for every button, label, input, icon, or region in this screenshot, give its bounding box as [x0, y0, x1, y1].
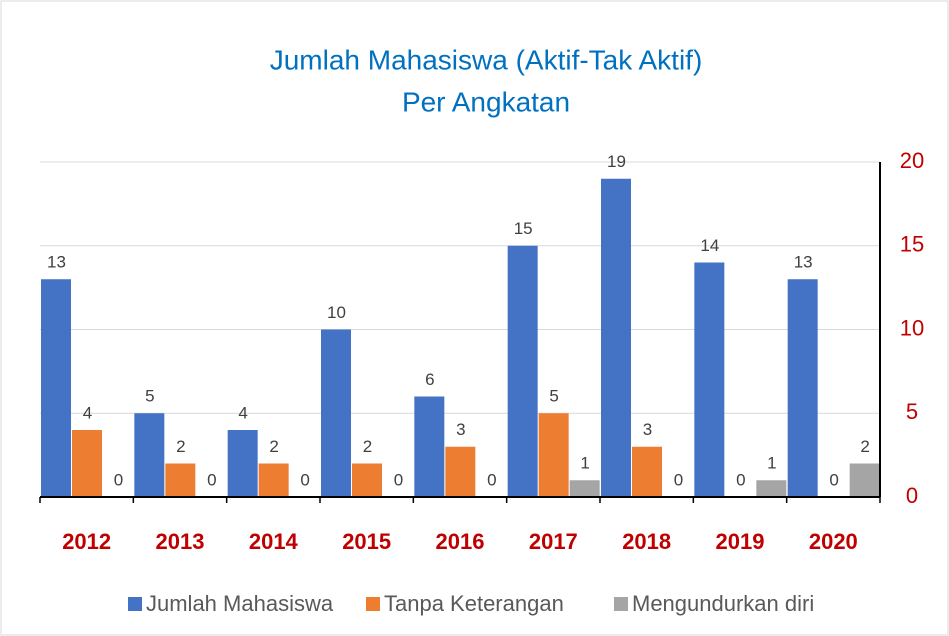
value-label: 6: [425, 370, 434, 389]
x-tick-label: 2017: [529, 529, 578, 554]
bar: [134, 413, 165, 497]
value-label: 0: [487, 470, 496, 489]
value-label: 10: [327, 303, 346, 322]
value-label: 0: [114, 470, 123, 489]
value-label: 1: [580, 454, 589, 473]
bar: [41, 279, 71, 497]
y-tick-label: 5: [906, 399, 918, 424]
value-label: 2: [363, 437, 372, 456]
legend-swatch: [366, 597, 380, 611]
x-tick-label: 2013: [156, 529, 205, 554]
value-label: 0: [829, 470, 838, 489]
y-tick-label: 10: [900, 315, 924, 340]
chart-title: Jumlah Mahasiswa (Aktif-Tak Aktif): [270, 44, 703, 75]
legend-label: Jumlah Mahasiswa: [146, 591, 334, 616]
value-label: 5: [549, 387, 558, 406]
y-tick-label: 20: [900, 148, 924, 173]
bar: [445, 446, 476, 497]
value-label: 0: [207, 470, 216, 489]
bar: [352, 463, 382, 497]
value-label: 2: [269, 437, 278, 456]
value-label: 0: [300, 470, 309, 489]
bar: [72, 430, 102, 497]
bar: [258, 463, 289, 497]
value-label: 2: [860, 437, 869, 456]
value-label: 0: [394, 470, 403, 489]
bar: [601, 178, 631, 497]
bar: [787, 279, 818, 497]
bar: [849, 463, 880, 497]
legend-label: Tanpa Keterangan: [384, 591, 564, 616]
legend-label: Mengundurkan diri: [632, 591, 814, 616]
bar: [694, 262, 725, 497]
bar: [632, 446, 662, 497]
value-label: 5: [145, 387, 154, 406]
bar: [756, 480, 787, 497]
value-label: 0: [736, 470, 745, 489]
legend-swatch: [128, 597, 142, 611]
value-label: 3: [643, 420, 652, 439]
legend-swatch: [614, 597, 628, 611]
bar: [165, 463, 196, 497]
x-tick-label: 2016: [436, 529, 485, 554]
value-label: 0: [674, 470, 683, 489]
value-label: 3: [456, 420, 465, 439]
value-label: 1: [767, 454, 776, 473]
value-label: 13: [794, 253, 813, 272]
value-label: 4: [83, 403, 92, 422]
value-label: 19: [607, 152, 626, 171]
value-label: 4: [238, 403, 247, 422]
x-tick-label: 2015: [342, 529, 391, 554]
bar: [569, 480, 600, 497]
x-tick-label: 2019: [716, 529, 765, 554]
bar: [507, 245, 538, 497]
bar: [414, 396, 445, 497]
bar: [321, 329, 351, 497]
value-label: 14: [700, 236, 719, 255]
bar: [227, 430, 258, 497]
y-tick-label: 0: [906, 483, 918, 508]
x-tick-label: 2014: [249, 529, 299, 554]
bar: [538, 413, 569, 497]
x-tick-label: 2018: [622, 529, 671, 554]
chart-subtitle: Per Angkatan: [402, 86, 570, 117]
x-tick-label: 2012: [62, 529, 111, 554]
value-label: 15: [514, 219, 533, 238]
value-label: 2: [176, 437, 185, 456]
x-tick-label: 2020: [809, 529, 858, 554]
value-label: 13: [47, 253, 66, 272]
y-tick-label: 15: [900, 232, 924, 257]
